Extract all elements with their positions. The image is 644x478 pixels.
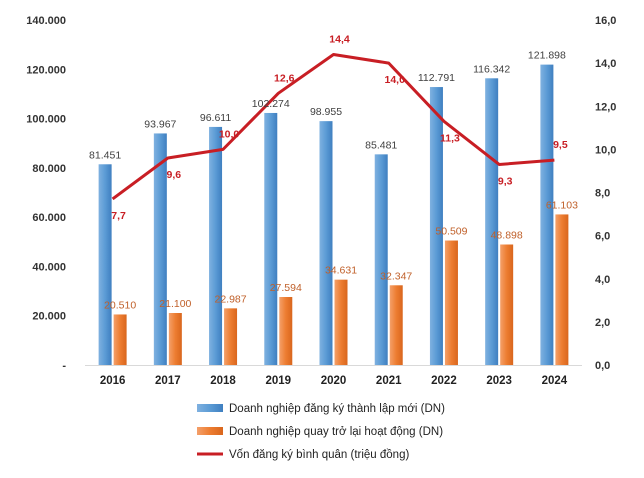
left-axis-tick-label: 60.000 [32,212,66,224]
left-axis-tick-label: 40.000 [32,261,66,273]
bar-new-enterprises [485,78,499,365]
left-axis-tick-label: 140.000 [26,15,66,27]
bar-returning-enterprises [334,279,348,365]
x-axis-tick-label: 2022 [431,375,457,387]
x-axis-tick-label: 2020 [321,375,347,387]
x-axis-tick-label: 2017 [155,375,181,387]
x-axis: 2016 2017 2018 2019 2020 2021 2022 2023 2024 [85,365,582,387]
data-label-average-capital: 10,0 [219,128,240,140]
left-axis-tick-label: 120.000 [26,64,66,76]
bar-new-enterprises [540,64,554,366]
right-axis-tick-label: 6,0 [595,231,610,243]
left-axis-tick-label: 80.000 [32,163,66,175]
data-label-new-enterprises: 116.342 [473,63,510,75]
right-axis-tick-label: 12,0 [595,101,616,113]
right-axis-tick-label: 4,0 [595,274,610,286]
bar-new-enterprises [98,164,112,365]
legend-swatch [197,404,223,412]
data-label-average-capital: 9,5 [553,139,568,151]
data-label-returning-enterprises: 22.987 [214,293,246,305]
data-label-returning-enterprises: 20.510 [104,299,136,311]
data-label-average-capital: 14,0 [385,74,406,86]
x-axis-tick-label: 2016 [100,375,126,387]
bars [98,64,569,366]
bar-returning-enterprises [113,314,127,365]
data-label-returning-enterprises: 48.898 [491,230,523,242]
bar-new-enterprises [264,112,278,365]
data-label-average-capital: 12,6 [274,72,295,84]
right-axis-tick-label: 2,0 [595,317,610,329]
bar-returning-enterprises [500,244,514,365]
data-labels: 81.451 20.510 93.967 21.100 96.611 22.987 102.… [89,34,578,312]
left-axis-tick-label: 100.000 [26,114,66,126]
data-label-average-capital: 14,4 [329,34,350,46]
data-label-new-enterprises: 85.481 [365,139,397,151]
left-axis-tick-label: - [62,360,66,372]
data-label-new-enterprises: 98.955 [310,106,342,118]
left-axis-tick-label: 20.000 [32,311,66,323]
legend-swatch [197,427,223,435]
data-label-average-capital: 9,6 [167,169,182,181]
left-axis: - 20.000 40.000 60.000 80.000 100.000 120.000 1… [26,15,66,372]
data-label-new-enterprises: 96.611 [200,112,231,124]
x-axis-tick-label: 2019 [265,375,291,387]
data-label-returning-enterprises: 50.509 [435,226,467,238]
data-label-returning-enterprises: 34.631 [325,265,357,277]
bar-new-enterprises [429,87,443,365]
bar-returning-enterprises [224,308,238,365]
legend-label: Doanh nghiệp đăng ký thành lập mới (DN) [229,403,445,415]
line-average-capital [111,53,555,201]
data-label-returning-enterprises: 61.103 [546,199,578,211]
bar-returning-enterprises [168,313,182,365]
data-label-average-capital: 11,3 [440,132,460,144]
data-label-new-enterprises: 102.274 [252,98,290,110]
right-axis-tick-label: 8,0 [595,188,610,200]
x-axis-tick-label: 2023 [486,375,512,387]
bar-new-enterprises [153,133,167,365]
right-axis-tick-label: 0,0 [595,360,610,372]
data-label-new-enterprises: 121.898 [528,50,566,62]
legend-label: Vốn đăng ký bình quân (triệu đồng) [229,449,409,461]
bar-new-enterprises [209,126,223,366]
data-label-returning-enterprises: 21.100 [159,298,191,310]
legend-label: Doanh nghiệp quay trở lại hoạt động (DN) [229,426,443,438]
bar-new-enterprises [374,154,388,365]
data-label-returning-enterprises: 27.594 [270,282,302,294]
right-axis: 0,0 2,0 4,0 6,0 8,0 10,0 12,0 14,0 16,0 [595,15,616,372]
line-series [111,53,555,201]
legend: Doanh nghiệp đăng ký thành lập mới (DN) D… [197,403,445,461]
data-label-new-enterprises: 81.451 [89,149,121,161]
data-label-average-capital: 9,3 [498,175,513,187]
bar-returning-enterprises [444,240,458,365]
bar-returning-enterprises [279,297,293,365]
x-axis-tick-label: 2021 [376,375,402,387]
data-label-new-enterprises: 93.967 [144,118,176,130]
bar-returning-enterprises [555,214,569,365]
right-axis-tick-label: 16,0 [595,15,616,27]
right-axis-tick-label: 14,0 [595,58,616,70]
bar-new-enterprises [319,121,333,365]
data-label-average-capital: 7,7 [111,210,126,222]
data-label-returning-enterprises: 32.347 [380,270,412,282]
data-label-new-enterprises: 112.791 [418,72,455,84]
x-axis-tick-label: 2024 [542,375,568,387]
x-axis-tick-label: 2018 [210,375,236,387]
bar-returning-enterprises [389,285,403,365]
right-axis-tick-label: 10,0 [595,144,616,156]
